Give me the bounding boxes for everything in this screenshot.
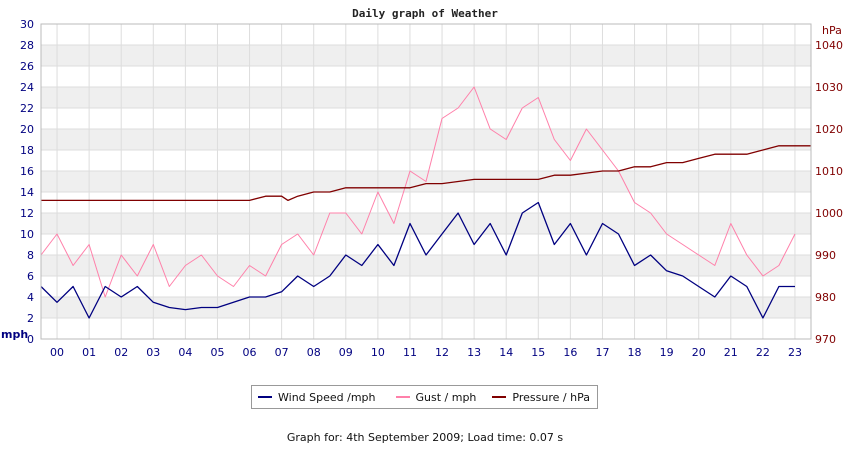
x-tick-label: 05 (210, 346, 224, 359)
legend-label-wind: Wind Speed /mph (278, 390, 376, 404)
grid-band (41, 129, 811, 150)
left-tick-label: 6 (27, 270, 34, 283)
right-tick-label: 980 (815, 291, 836, 304)
x-tick-label: 06 (243, 346, 257, 359)
vertical-gridlines (56, 24, 796, 339)
x-tick-label: 15 (531, 346, 545, 359)
plot-frame (40, 23, 812, 340)
legend-item-wind: Wind Speed /mph (258, 391, 376, 404)
legend-label-gust: Gust / mph (415, 390, 477, 404)
x-tick-label: 09 (339, 346, 353, 359)
left-tick-label: 2 (27, 312, 34, 325)
right-axis-ticks: 970 980 990 1000 1010 1020 1030 1040 (815, 39, 843, 346)
right-tick-label: 1000 (815, 207, 843, 220)
x-tick-label: 10 (371, 346, 385, 359)
footer-status: Graph for: 4th September 2009; Load time… (286, 431, 564, 444)
x-tick-label: 22 (756, 346, 770, 359)
series-line-gust (40, 86, 796, 298)
legend-label-pressure: Pressure / hPa (512, 390, 590, 404)
left-tick-label: 18 (20, 144, 34, 157)
left-tick-label: 16 (20, 165, 34, 178)
right-tick-label: 1030 (815, 81, 843, 94)
x-tick-label: 01 (82, 346, 96, 359)
grid-band (41, 255, 811, 276)
x-tick-label: 20 (692, 346, 706, 359)
x-tick-label: 03 (146, 346, 160, 359)
legend-item-gust: Gust / mph (395, 390, 477, 404)
grid-band (41, 213, 811, 234)
right-axis-label: hPa (822, 24, 842, 37)
right-tick-label: 1020 (815, 123, 843, 136)
left-tick-label: 4 (27, 291, 34, 304)
chart-title: Daily graph of Weather (352, 7, 498, 20)
x-tick-label: 13 (467, 346, 481, 359)
left-tick-label: 20 (20, 123, 34, 136)
series-line-pressure (41, 145, 811, 202)
right-tick-label: 1040 (815, 39, 843, 52)
series-line-wind (40, 201, 795, 319)
x-tick-label: 19 (660, 346, 674, 359)
left-tick-label: 12 (20, 207, 34, 220)
right-tick-label: 1010 (815, 165, 843, 178)
series-layer (40, 86, 811, 319)
x-tick-label: 14 (499, 346, 513, 359)
x-tick-label: 11 (403, 346, 417, 359)
left-tick-label: 22 (20, 102, 34, 115)
wind-swatch (258, 396, 272, 398)
left-tick-label: 30 (20, 18, 34, 31)
x-tick-label: 18 (628, 346, 642, 359)
x-tick-label: 00 (50, 346, 64, 359)
left-tick-label: 14 (20, 186, 34, 199)
left-tick-label: 0 (27, 333, 34, 346)
weather-chart: Daily graph of Weather 02468101214161820… (1, 7, 843, 359)
x-tick-label: 04 (178, 346, 192, 359)
grid-band (41, 297, 811, 318)
left-tick-label: 10 (20, 228, 34, 241)
x-tick-label: 12 (435, 346, 449, 359)
x-tick-label: 07 (275, 346, 289, 359)
x-tick-label: 21 (724, 346, 738, 359)
x-tick-label: 08 (307, 346, 321, 359)
left-tick-label: 26 (20, 60, 34, 73)
left-tick-label: 8 (27, 249, 34, 262)
x-tick-label: 17 (595, 346, 609, 359)
grid-bands (41, 44, 811, 340)
legend-item-pressure: Pressure / hPa (492, 391, 590, 404)
left-tick-label: 28 (20, 39, 34, 52)
grid-band (41, 45, 811, 66)
right-tick-label: 990 (815, 249, 836, 262)
left-tick-label: 24 (20, 81, 34, 94)
grid-band (41, 87, 811, 108)
x-axis-ticks: 00 01 02 03 04 05 06 07 08 09 10 11 12 13 14 15 16 17 18 19… (50, 346, 802, 359)
axes (40, 23, 812, 340)
x-tick-label: 23 (788, 346, 802, 359)
left-axis-label: mph (1, 328, 28, 341)
right-tick-label: 970 (815, 333, 836, 346)
legend: Wind Speed /mph Gust / mph Pressure / hP… (251, 385, 598, 409)
pressure-swatch (492, 396, 507, 398)
gust-swatch (395, 396, 410, 398)
x-tick-label: 16 (563, 346, 577, 359)
x-tick-label: 02 (114, 346, 128, 359)
